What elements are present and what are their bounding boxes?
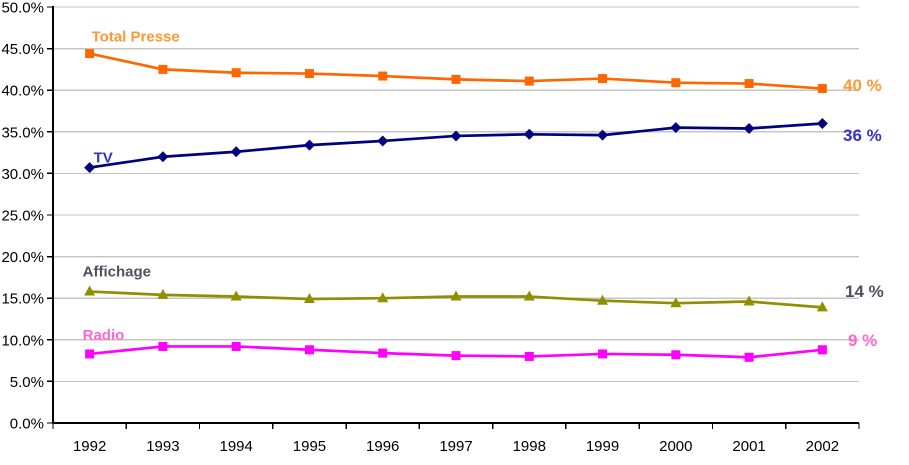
square-marker <box>451 351 461 361</box>
square-marker <box>451 74 461 84</box>
triangle-marker <box>743 295 755 306</box>
series-total-presse <box>85 49 827 94</box>
triangle-marker <box>84 285 96 296</box>
square-marker <box>231 341 241 351</box>
y-axis-label: 20.0% <box>1 249 44 266</box>
triangle-marker <box>816 301 828 312</box>
triangle-marker <box>157 288 169 299</box>
x-axis-label: 1994 <box>219 438 252 455</box>
square-marker <box>304 345 314 355</box>
diamond-marker <box>523 128 535 140</box>
triangle-marker <box>303 293 315 304</box>
triangle-marker <box>377 292 389 303</box>
square-marker <box>231 68 241 78</box>
y-axis-label: 15.0% <box>1 291 44 308</box>
diamond-marker <box>84 162 96 174</box>
y-axis-label: 35.0% <box>1 124 44 141</box>
series-label-total-presse: Total Presse <box>92 29 180 46</box>
diamond-marker <box>157 151 169 163</box>
square-marker <box>304 69 314 79</box>
triangle-marker <box>670 297 682 308</box>
diamond-marker <box>743 122 755 134</box>
square-marker <box>524 76 534 86</box>
square-marker <box>85 349 95 359</box>
x-axis-label: 2000 <box>659 438 692 455</box>
series-affichage <box>84 285 828 312</box>
end-label-affichage: 14 % <box>845 282 884 301</box>
square-marker <box>744 352 754 362</box>
triangle-marker <box>523 290 535 301</box>
x-axis-label: 1997 <box>439 438 472 455</box>
y-axis-label: 30.0% <box>1 166 44 183</box>
x-axis-label: 2001 <box>732 438 765 455</box>
x-axis-label: 1996 <box>366 438 399 455</box>
square-marker <box>158 341 168 351</box>
square-marker <box>378 348 388 358</box>
y-axis-label: 40.0% <box>1 83 44 100</box>
triangle-marker <box>597 294 609 305</box>
square-marker <box>598 349 608 359</box>
square-marker <box>85 49 95 59</box>
end-label-radio: 9 % <box>848 331 877 350</box>
end-label-tv: 36 % <box>843 126 882 145</box>
y-axis-label: 10.0% <box>1 332 44 349</box>
triangle-marker <box>450 290 462 301</box>
square-marker <box>817 345 827 355</box>
series-radio <box>85 341 827 362</box>
square-marker <box>817 84 827 94</box>
series-line-tv <box>88 122 824 169</box>
diamond-marker <box>597 129 609 141</box>
square-marker <box>598 74 608 84</box>
square-marker <box>378 71 388 81</box>
series-tv <box>84 117 828 174</box>
x-axis-label: 1999 <box>586 438 619 455</box>
y-axis-label: 0.0% <box>10 416 44 433</box>
square-marker <box>744 79 754 89</box>
series-label-affichage: Affichage <box>83 264 151 281</box>
y-axis-label: 50.0% <box>1 0 44 17</box>
y-axis-label: 45.0% <box>1 41 44 58</box>
x-axis-label: 1992 <box>73 438 106 455</box>
y-axis-label: 25.0% <box>1 208 44 225</box>
x-axis-label: 1995 <box>293 438 326 455</box>
diamond-marker <box>230 146 242 158</box>
diamond-marker <box>377 135 389 147</box>
end-label-total-presse: 40 % <box>843 76 882 95</box>
x-axis-label: 1993 <box>146 438 179 455</box>
square-marker <box>671 78 681 88</box>
x-axis-label: 1998 <box>513 438 546 455</box>
diamond-marker <box>670 122 682 134</box>
square-marker <box>524 351 534 361</box>
x-axis-label: 2002 <box>806 438 839 455</box>
diamond-marker <box>816 117 828 129</box>
square-marker <box>671 350 681 360</box>
triangle-marker <box>230 290 242 301</box>
series-label-tv: TV <box>94 150 113 167</box>
square-marker <box>158 64 168 74</box>
y-axis-label: 5.0% <box>10 374 44 391</box>
diamond-marker <box>303 139 315 151</box>
diamond-marker <box>450 130 462 142</box>
series-label-radio: Radio <box>83 327 125 344</box>
